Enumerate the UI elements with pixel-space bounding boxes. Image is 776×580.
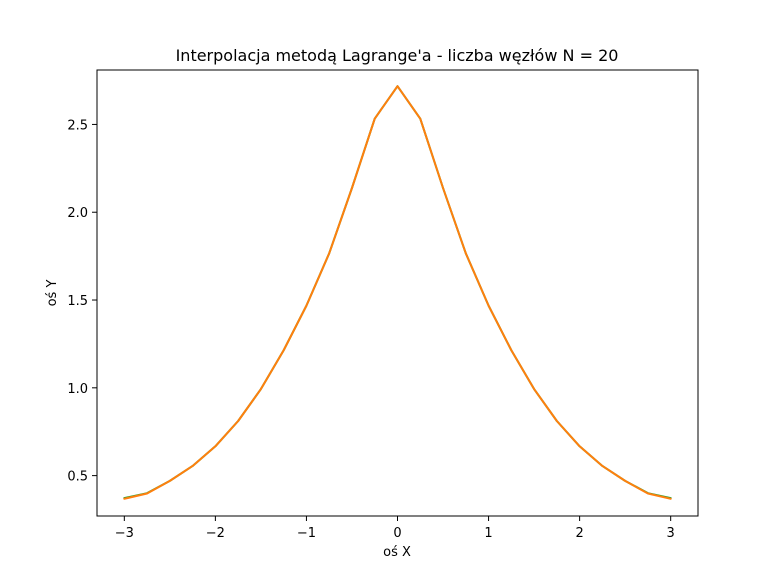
x-axis-label: oś X — [383, 545, 411, 560]
x-tick-label: 3 — [667, 526, 675, 541]
series-line-1 — [123, 85, 672, 500]
y-tick-label: 1.0 — [67, 382, 88, 397]
y-tick-label: 0.5 — [67, 470, 88, 485]
x-tick-label: 0 — [393, 526, 401, 541]
plot-frame — [96, 69, 699, 517]
x-tick-label: −2 — [206, 526, 225, 541]
plot-area — [123, 85, 672, 500]
y-axis: 0.5 1.0 1.5 2.0 2.5 — [67, 118, 97, 485]
series-line-2 — [123, 85, 672, 500]
x-tick-label: −1 — [297, 526, 316, 541]
chart-title: Interpolacja metodą Lagrange'a - liczba … — [176, 46, 619, 65]
x-tick-label: −3 — [115, 526, 134, 541]
x-tick-label: 2 — [575, 526, 583, 541]
y-tick-label: 2.0 — [67, 206, 88, 221]
y-tick-label: 2.5 — [67, 118, 88, 133]
x-axis: −3 −2 −1 0 1 2 3 — [115, 516, 675, 541]
x-tick-label: 1 — [484, 526, 492, 541]
y-tick-label: 1.5 — [67, 294, 88, 309]
y-axis-label: oś Y — [45, 280, 60, 307]
